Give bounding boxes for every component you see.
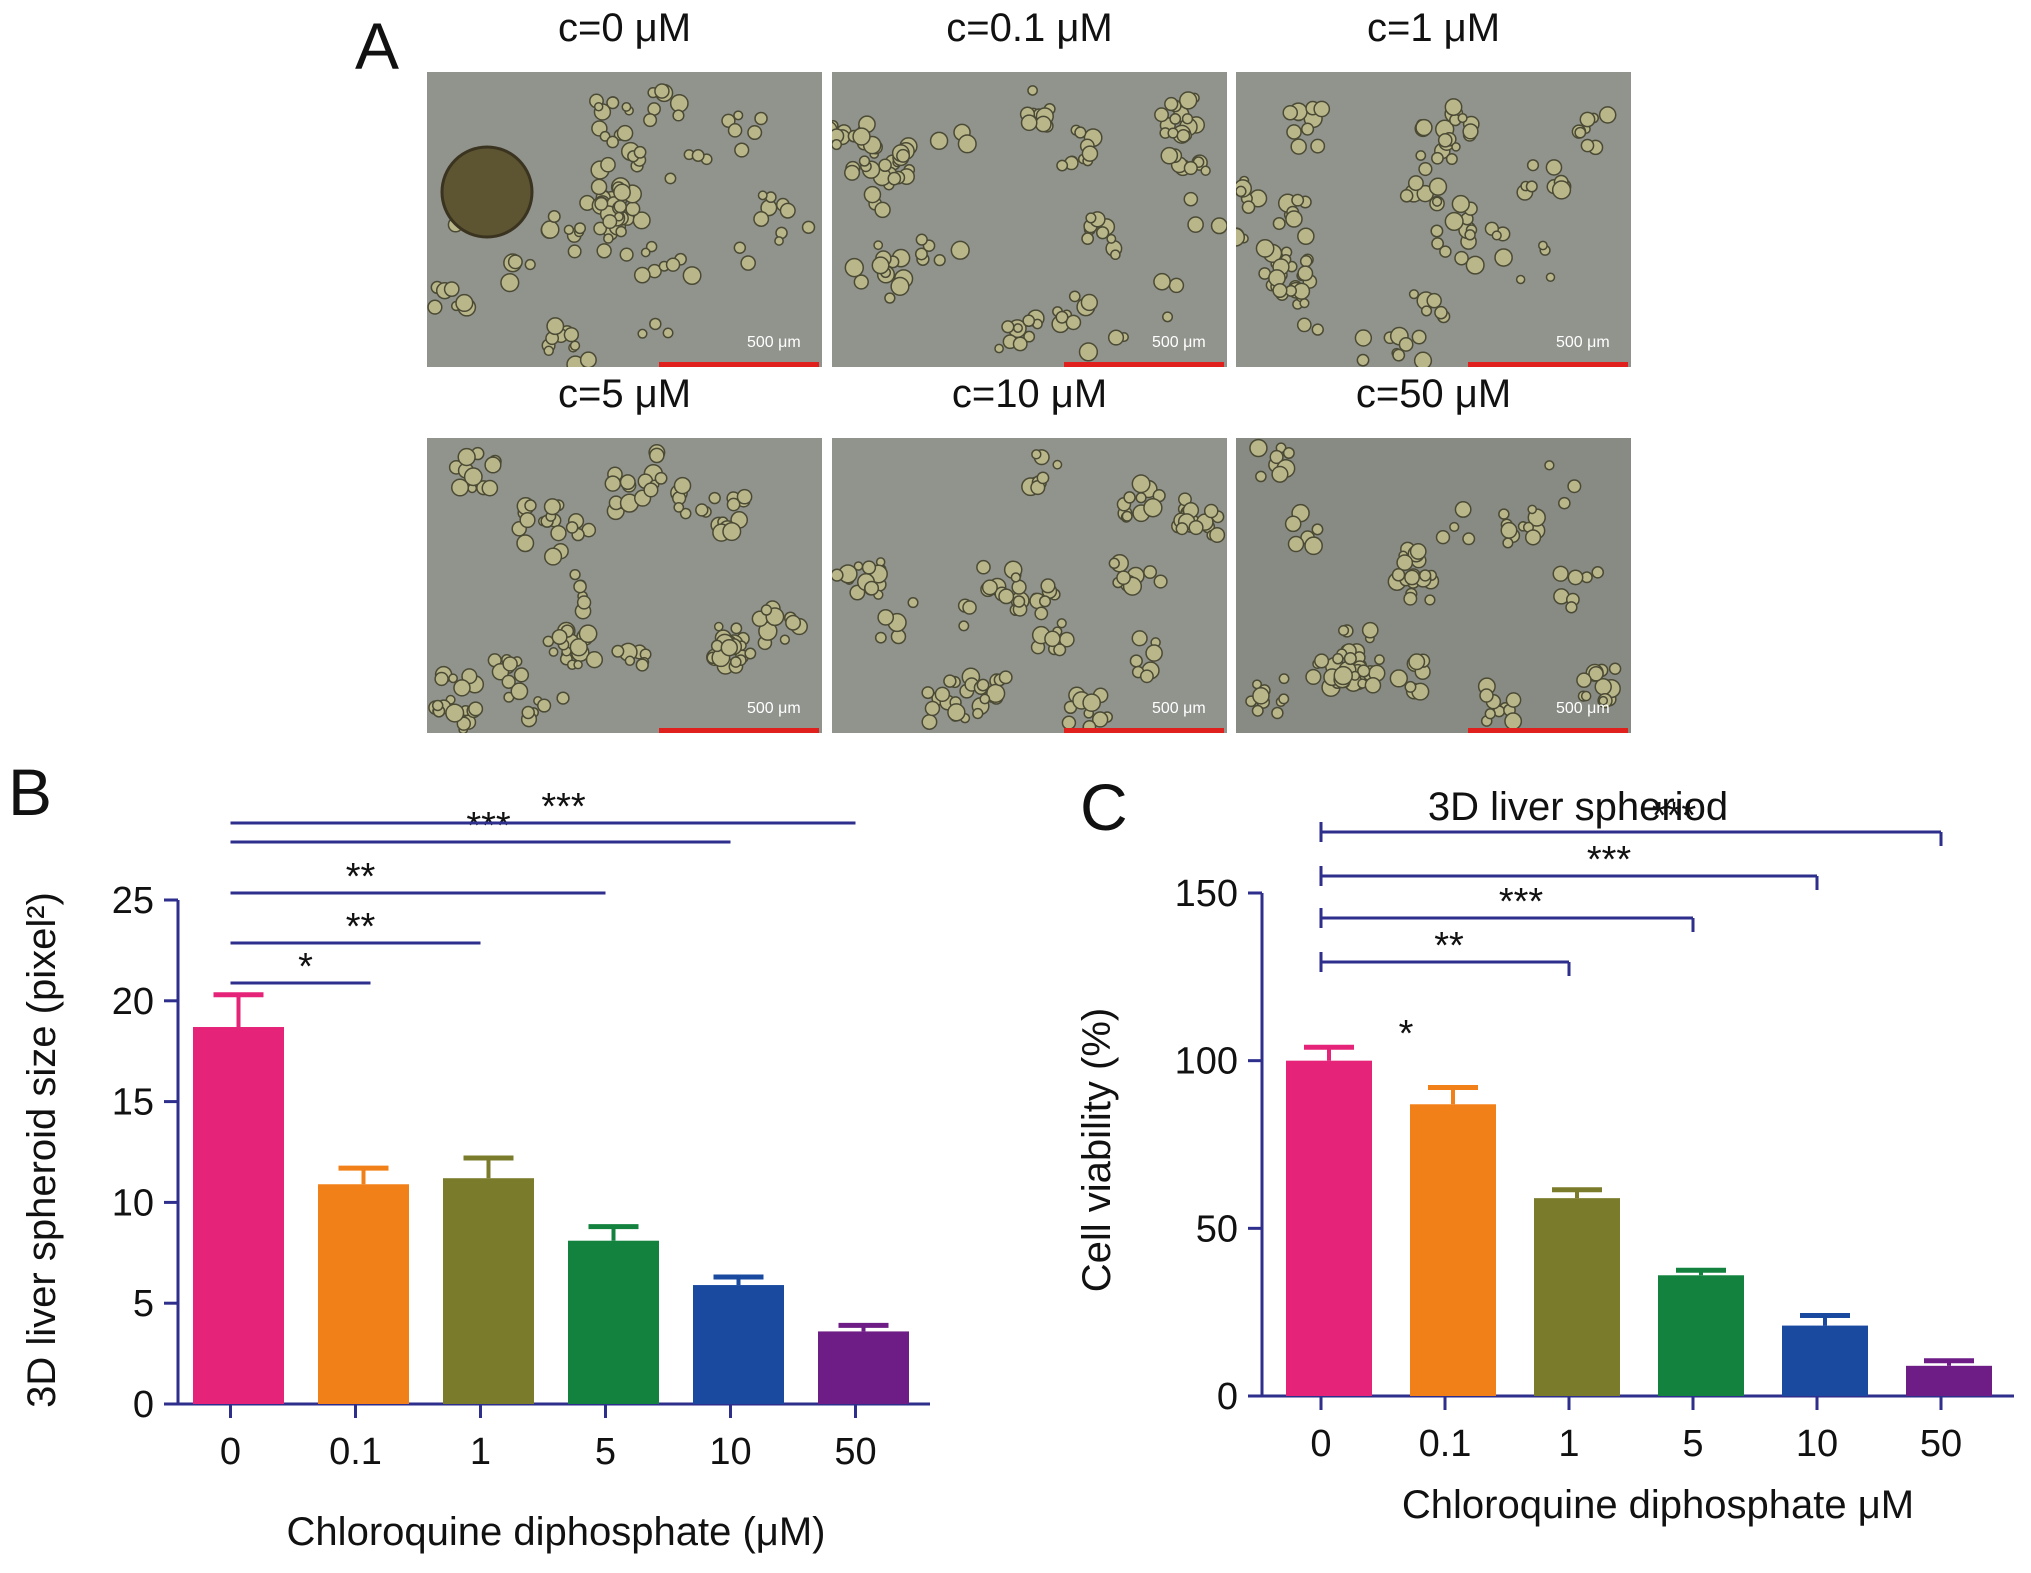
y-tick-label-1-0: 0: [1217, 1376, 1238, 1418]
sig-label-1-0: *: [1399, 1013, 1414, 1055]
micro-title-4: c=10 μM: [951, 372, 1108, 416]
panel-a-letter: A: [355, 9, 400, 83]
scale-bar-1: [1064, 362, 1224, 367]
sig-label-0-2: **: [346, 856, 376, 898]
panel-c-letter: C: [1080, 770, 1128, 844]
bar-0-0: [193, 1027, 284, 1404]
sig-label-1-2: ***: [1499, 881, 1544, 923]
scale-label-0: 500 μm: [747, 334, 801, 351]
y-axis-label-1: Cell viability (%): [1075, 1008, 1119, 1293]
bar-0-4: [693, 1285, 784, 1404]
micro-title-3: c=5 μM: [557, 372, 692, 416]
bar-1-4: [1782, 1325, 1868, 1396]
sig-label-0-4: ***: [541, 786, 586, 828]
micrograph-4: [832, 438, 1227, 733]
micrograph-0: [427, 72, 822, 367]
x-tick-label-1-1: 0.1: [1419, 1423, 1472, 1465]
x-tick-label-0-2: 1: [470, 1431, 491, 1473]
y-axis-label-0: 3D liver spheroid size (pixel²): [20, 892, 64, 1408]
micrograph-2: [1236, 72, 1631, 367]
x-tick-label-0-5: 50: [834, 1431, 876, 1473]
sig-label-0-0: *: [298, 946, 313, 988]
sig-label-1-1: **: [1434, 925, 1464, 967]
y-tick-label-1-3: 150: [1175, 873, 1238, 915]
x-tick-label-1-4: 10: [1796, 1423, 1838, 1465]
y-tick-label-0-5: 25: [112, 880, 154, 922]
micrograph-1: [832, 72, 1227, 367]
bar-0-1: [318, 1184, 409, 1404]
x-tick-label-1-2: 1: [1558, 1423, 1579, 1465]
scale-bar-3: [659, 728, 819, 733]
bar-1-2: [1534, 1198, 1620, 1396]
micrograph-5: [1236, 438, 1631, 733]
micro-title-0: c=0 μM: [557, 6, 692, 50]
sig-label-1-4: ***: [1652, 795, 1697, 837]
x-tick-label-0-1: 0.1: [329, 1431, 382, 1473]
panel-b-letter: B: [8, 755, 52, 829]
sig-label-0-1: **: [346, 906, 376, 948]
x-tick-label-1-5: 50: [1920, 1423, 1962, 1465]
x-tick-label-1-0: 0: [1310, 1423, 1331, 1465]
scale-label-4: 500 μm: [1152, 700, 1206, 717]
x-tick-label-0-0: 0: [220, 1431, 241, 1473]
y-tick-label-1-1: 50: [1196, 1208, 1238, 1250]
y-tick-label-0-0: 0: [133, 1384, 154, 1426]
scale-label-1: 500 μm: [1152, 334, 1206, 351]
y-tick-label-0-3: 15: [112, 1082, 154, 1124]
bar-0-2: [443, 1178, 534, 1404]
micro-title-1: c=0.1 μM: [946, 6, 1113, 50]
y-tick-label-1-2: 100: [1175, 1041, 1238, 1083]
scale-label-3: 500 μm: [747, 700, 801, 717]
sig-label-0-3: ***: [466, 805, 511, 847]
sig-label-1-3: ***: [1587, 839, 1632, 881]
x-tick-label-0-3: 5: [595, 1431, 616, 1473]
scale-bar-4: [1064, 728, 1224, 733]
scale-label-5: 500 μm: [1556, 700, 1610, 717]
y-tick-label-0-2: 10: [112, 1182, 154, 1224]
chart-title-1: 3D liver spheriod: [1428, 785, 1728, 829]
x-tick-label-0-4: 10: [709, 1431, 751, 1473]
micrograph-3: [427, 438, 822, 733]
y-tick-label-0-4: 20: [112, 981, 154, 1023]
micro-title-5: c=50 μM: [1355, 372, 1512, 416]
bar-0-5: [818, 1331, 909, 1404]
bar-1-3: [1658, 1275, 1744, 1396]
scale-bar-2: [1468, 362, 1628, 367]
scale-bar-0: [659, 362, 819, 367]
x-axis-label-1: Chloroquine diphosphate μM: [1402, 1483, 1914, 1527]
bar-1-5: [1906, 1365, 1992, 1396]
x-tick-label-1-3: 5: [1682, 1423, 1703, 1465]
scale-bar-5: [1468, 728, 1628, 733]
bar-1-1: [1410, 1104, 1496, 1396]
bar-0-3: [568, 1240, 659, 1404]
micro-title-2: c=1 μM: [1366, 6, 1501, 50]
bar-1-0: [1286, 1060, 1372, 1396]
y-tick-label-0-1: 5: [133, 1283, 154, 1325]
x-axis-label-0: Chloroquine diphosphate (μM): [287, 1510, 826, 1554]
scale-label-2: 500 μm: [1556, 334, 1610, 351]
